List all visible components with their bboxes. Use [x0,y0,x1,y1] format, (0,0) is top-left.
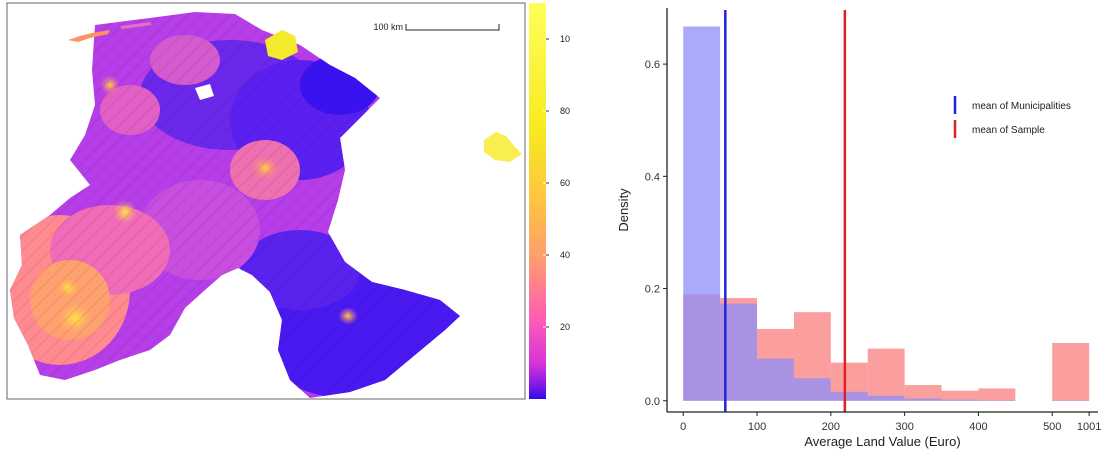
municipality-bar [757,358,794,401]
municipality-bar [904,398,942,401]
map-exclave [484,132,522,162]
y-tick-label: 0.0 [645,396,660,408]
colorbar-tick-label: 600 [560,178,570,188]
sample-bar [904,385,942,401]
y-axis-label: Density [616,188,631,232]
x-axis-label: Average Land Value (Euro) [804,434,960,449]
legend-label: mean of Municipalities [972,101,1071,112]
map-patch-north [265,30,298,60]
sample-bar [1052,342,1090,401]
colorbar-ticks: 200 400 600 800 1000 [543,34,580,332]
x-tick-label: 400 [969,421,987,433]
map-svg: 100 km 200 400 600 800 1000 [6,2,580,400]
sample-bar [978,388,1016,401]
sample-bar [867,348,905,401]
x-tick-label: 100 [748,421,766,433]
y-tick-label: 0.6 [645,59,660,71]
histogram-svg: 0.0 0.2 0.4 0.6 0 100 200 300 400 500 1001 Density… [616,8,1101,449]
map-fragment [68,30,110,42]
x-tick-label: 1001 [1077,421,1101,433]
legend-label: mean of Sample [972,125,1045,136]
colorbar-tick-label: 200 [560,322,570,332]
map-fragment [120,22,152,29]
municipality-bar [1052,400,1090,401]
x-tick-label: 0 [680,421,686,433]
municipality-bar [793,378,831,401]
histogram-panel: 0.0 0.2 0.4 0.6 0 100 200 300 400 500 1001 Density… [570,0,1105,456]
legend: mean of Municipalities mean of Sample [953,96,1071,138]
colorbar-tick-label: 800 [560,106,570,116]
colorbar-tick-label: 1000 [560,34,570,44]
scale-bar [405,24,500,31]
map-frame [6,2,526,400]
scale-bar-label: 100 km [373,22,403,32]
histogram-bars [683,26,1090,401]
sample-bar [941,390,979,401]
y-tick-label: 0.2 [645,284,660,296]
municipality-bar [941,399,979,401]
municipality-bar [830,391,868,401]
x-tick-label: 500 [1043,421,1061,433]
histogram-axes: 0.0 0.2 0.4 0.6 0 100 200 300 400 500 1001 [645,8,1101,433]
choropleth-region [10,12,460,398]
municipality-bar [683,26,721,401]
colorbar [529,3,546,399]
map-panel: 100 km 200 400 600 800 1000 [6,2,580,400]
municipality-bar [867,395,905,401]
mean-lines [724,10,847,412]
municipality-bar [978,400,1016,401]
x-tick-label: 300 [895,421,913,433]
y-tick-label: 0.4 [645,171,660,183]
x-tick-label: 200 [822,421,840,433]
colorbar-tick-label: 400 [560,250,570,260]
